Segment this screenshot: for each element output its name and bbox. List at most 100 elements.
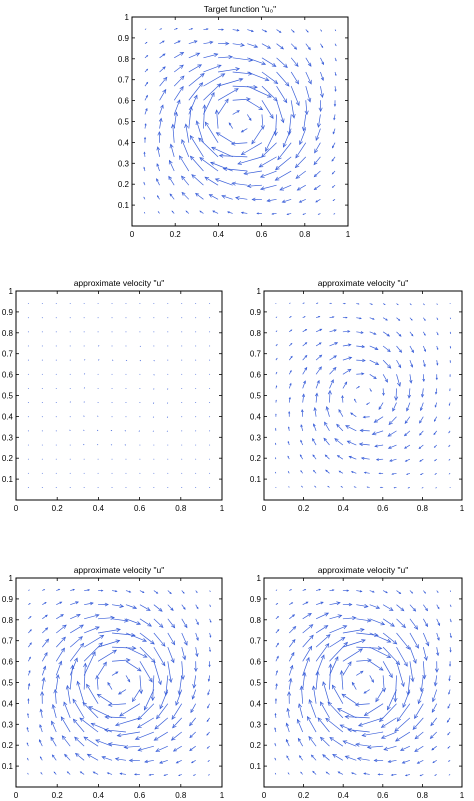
quiver-arrow — [153, 331, 155, 333]
quiver-arrow — [69, 642, 85, 662]
quiver-arrow — [125, 345, 127, 347]
quiver-arrow — [417, 689, 424, 705]
quiver-arrow — [173, 75, 185, 87]
quiver-arrow — [191, 174, 204, 186]
quiver-arrow — [181, 317, 183, 319]
quiver-arrow — [111, 387, 113, 389]
quiver-arrow — [175, 759, 182, 764]
quiver-arrow — [139, 604, 151, 611]
quiver-arrow — [319, 86, 324, 99]
quiver-arrow — [188, 40, 198, 45]
quiver-arrow — [382, 317, 388, 321]
quiver-arrow — [209, 458, 211, 460]
quiver-arrow — [423, 590, 426, 594]
quiver-arrow — [189, 745, 196, 752]
quiver-arrow — [153, 632, 166, 647]
quiver-arrow — [363, 471, 370, 474]
quiver-arrow — [39, 724, 43, 733]
quiver-arrow — [261, 57, 277, 67]
quiver-arrow — [188, 82, 204, 101]
quiver-arrow — [143, 689, 155, 711]
quiver-arrow — [315, 354, 323, 361]
quiver-arrow — [434, 402, 438, 408]
quiver-arrow — [125, 472, 127, 474]
quiver-arrow — [274, 712, 277, 718]
quiver-arrow — [139, 387, 141, 389]
quiver-arrow — [356, 646, 383, 651]
quiver-arrow — [139, 632, 155, 645]
quiver-arrow — [295, 170, 307, 179]
quiver-arrow — [199, 157, 219, 172]
quiver-arrow — [139, 359, 141, 362]
quiver-arrow — [195, 192, 204, 200]
quiver-arrow — [287, 691, 292, 704]
quiver-arrow — [79, 771, 85, 775]
y-tick-label: 0.8 — [250, 329, 262, 338]
quiver-arrow — [275, 642, 279, 648]
quiver-arrow — [232, 85, 258, 90]
quiver-arrow — [144, 55, 149, 59]
panel-title: approximate velocity "u" — [74, 278, 165, 288]
quiver-arrow — [209, 487, 211, 488]
quiver-arrow — [181, 604, 186, 610]
quiver-arrow — [159, 104, 164, 115]
quiver-arrow — [302, 671, 307, 690]
quiver-arrow — [202, 104, 207, 129]
quiver-arrow — [396, 646, 408, 667]
quiver-arrow — [209, 647, 211, 653]
quiver-arrow — [112, 658, 131, 663]
quiver-arrow — [218, 153, 248, 158]
quiver-arrow — [104, 714, 126, 720]
quiver-arrow — [396, 331, 402, 337]
quiver-arrow — [125, 487, 127, 488]
quiver-arrow — [449, 360, 451, 364]
quiver-arrow — [153, 618, 164, 628]
quiver-arrow — [350, 471, 357, 474]
quiver-arrow — [382, 661, 393, 679]
quiver-arrow — [195, 317, 197, 319]
quiver-arrow — [119, 772, 127, 775]
quiver-arrow — [83, 472, 85, 474]
quiver-arrow — [342, 589, 350, 592]
quiver-arrow — [195, 472, 197, 474]
quiver-arrow — [360, 456, 370, 460]
quiver-arrow — [301, 485, 303, 488]
quiver-arrow — [28, 656, 31, 662]
quiver-arrow — [261, 43, 272, 49]
quiver-arrow — [289, 614, 296, 620]
quiver-arrow — [203, 73, 226, 87]
quiver-arrow — [98, 602, 109, 607]
quiver-arrow — [305, 29, 309, 33]
quiver-arrow — [396, 303, 399, 306]
quiver-arrow — [107, 742, 127, 747]
quiver-arrow — [302, 645, 313, 662]
quiver-arrow — [300, 439, 304, 446]
quiver-arrow — [382, 618, 395, 627]
quiver-arrow — [181, 487, 183, 488]
x-tick-label: 0 — [14, 504, 19, 513]
quiver-arrow — [79, 717, 99, 733]
quiver-arrow — [420, 388, 425, 398]
y-tick-label: 0.7 — [250, 637, 262, 646]
quiver-arrow — [300, 771, 303, 775]
quiver-arrow — [83, 634, 105, 648]
quiver-arrow — [436, 360, 439, 366]
quiver-arrow — [363, 703, 384, 716]
quiver-arrow — [53, 771, 57, 775]
panel-title: approximate velocity "u" — [318, 565, 409, 575]
quiver-arrow — [167, 359, 169, 361]
quiver-arrow — [324, 454, 330, 460]
quiver-arrow — [27, 345, 29, 347]
quiver-arrow — [167, 373, 169, 375]
quiver-arrow — [112, 646, 137, 651]
quiver-arrow — [167, 590, 172, 595]
quiver-panel-2: approximate velocity "u" 0 0.2 0.4 0.6 0.8 1 0.… — [2, 278, 225, 513]
quiver-arrow — [393, 675, 398, 703]
quiver-arrow — [208, 661, 211, 668]
quiver-arrow — [27, 682, 31, 690]
y-tick-label: 0.8 — [2, 329, 14, 338]
quiver-arrow — [317, 213, 321, 215]
quiver-arrow — [449, 647, 452, 653]
quiver-arrow — [56, 624, 67, 634]
quiver-arrow — [302, 354, 308, 361]
